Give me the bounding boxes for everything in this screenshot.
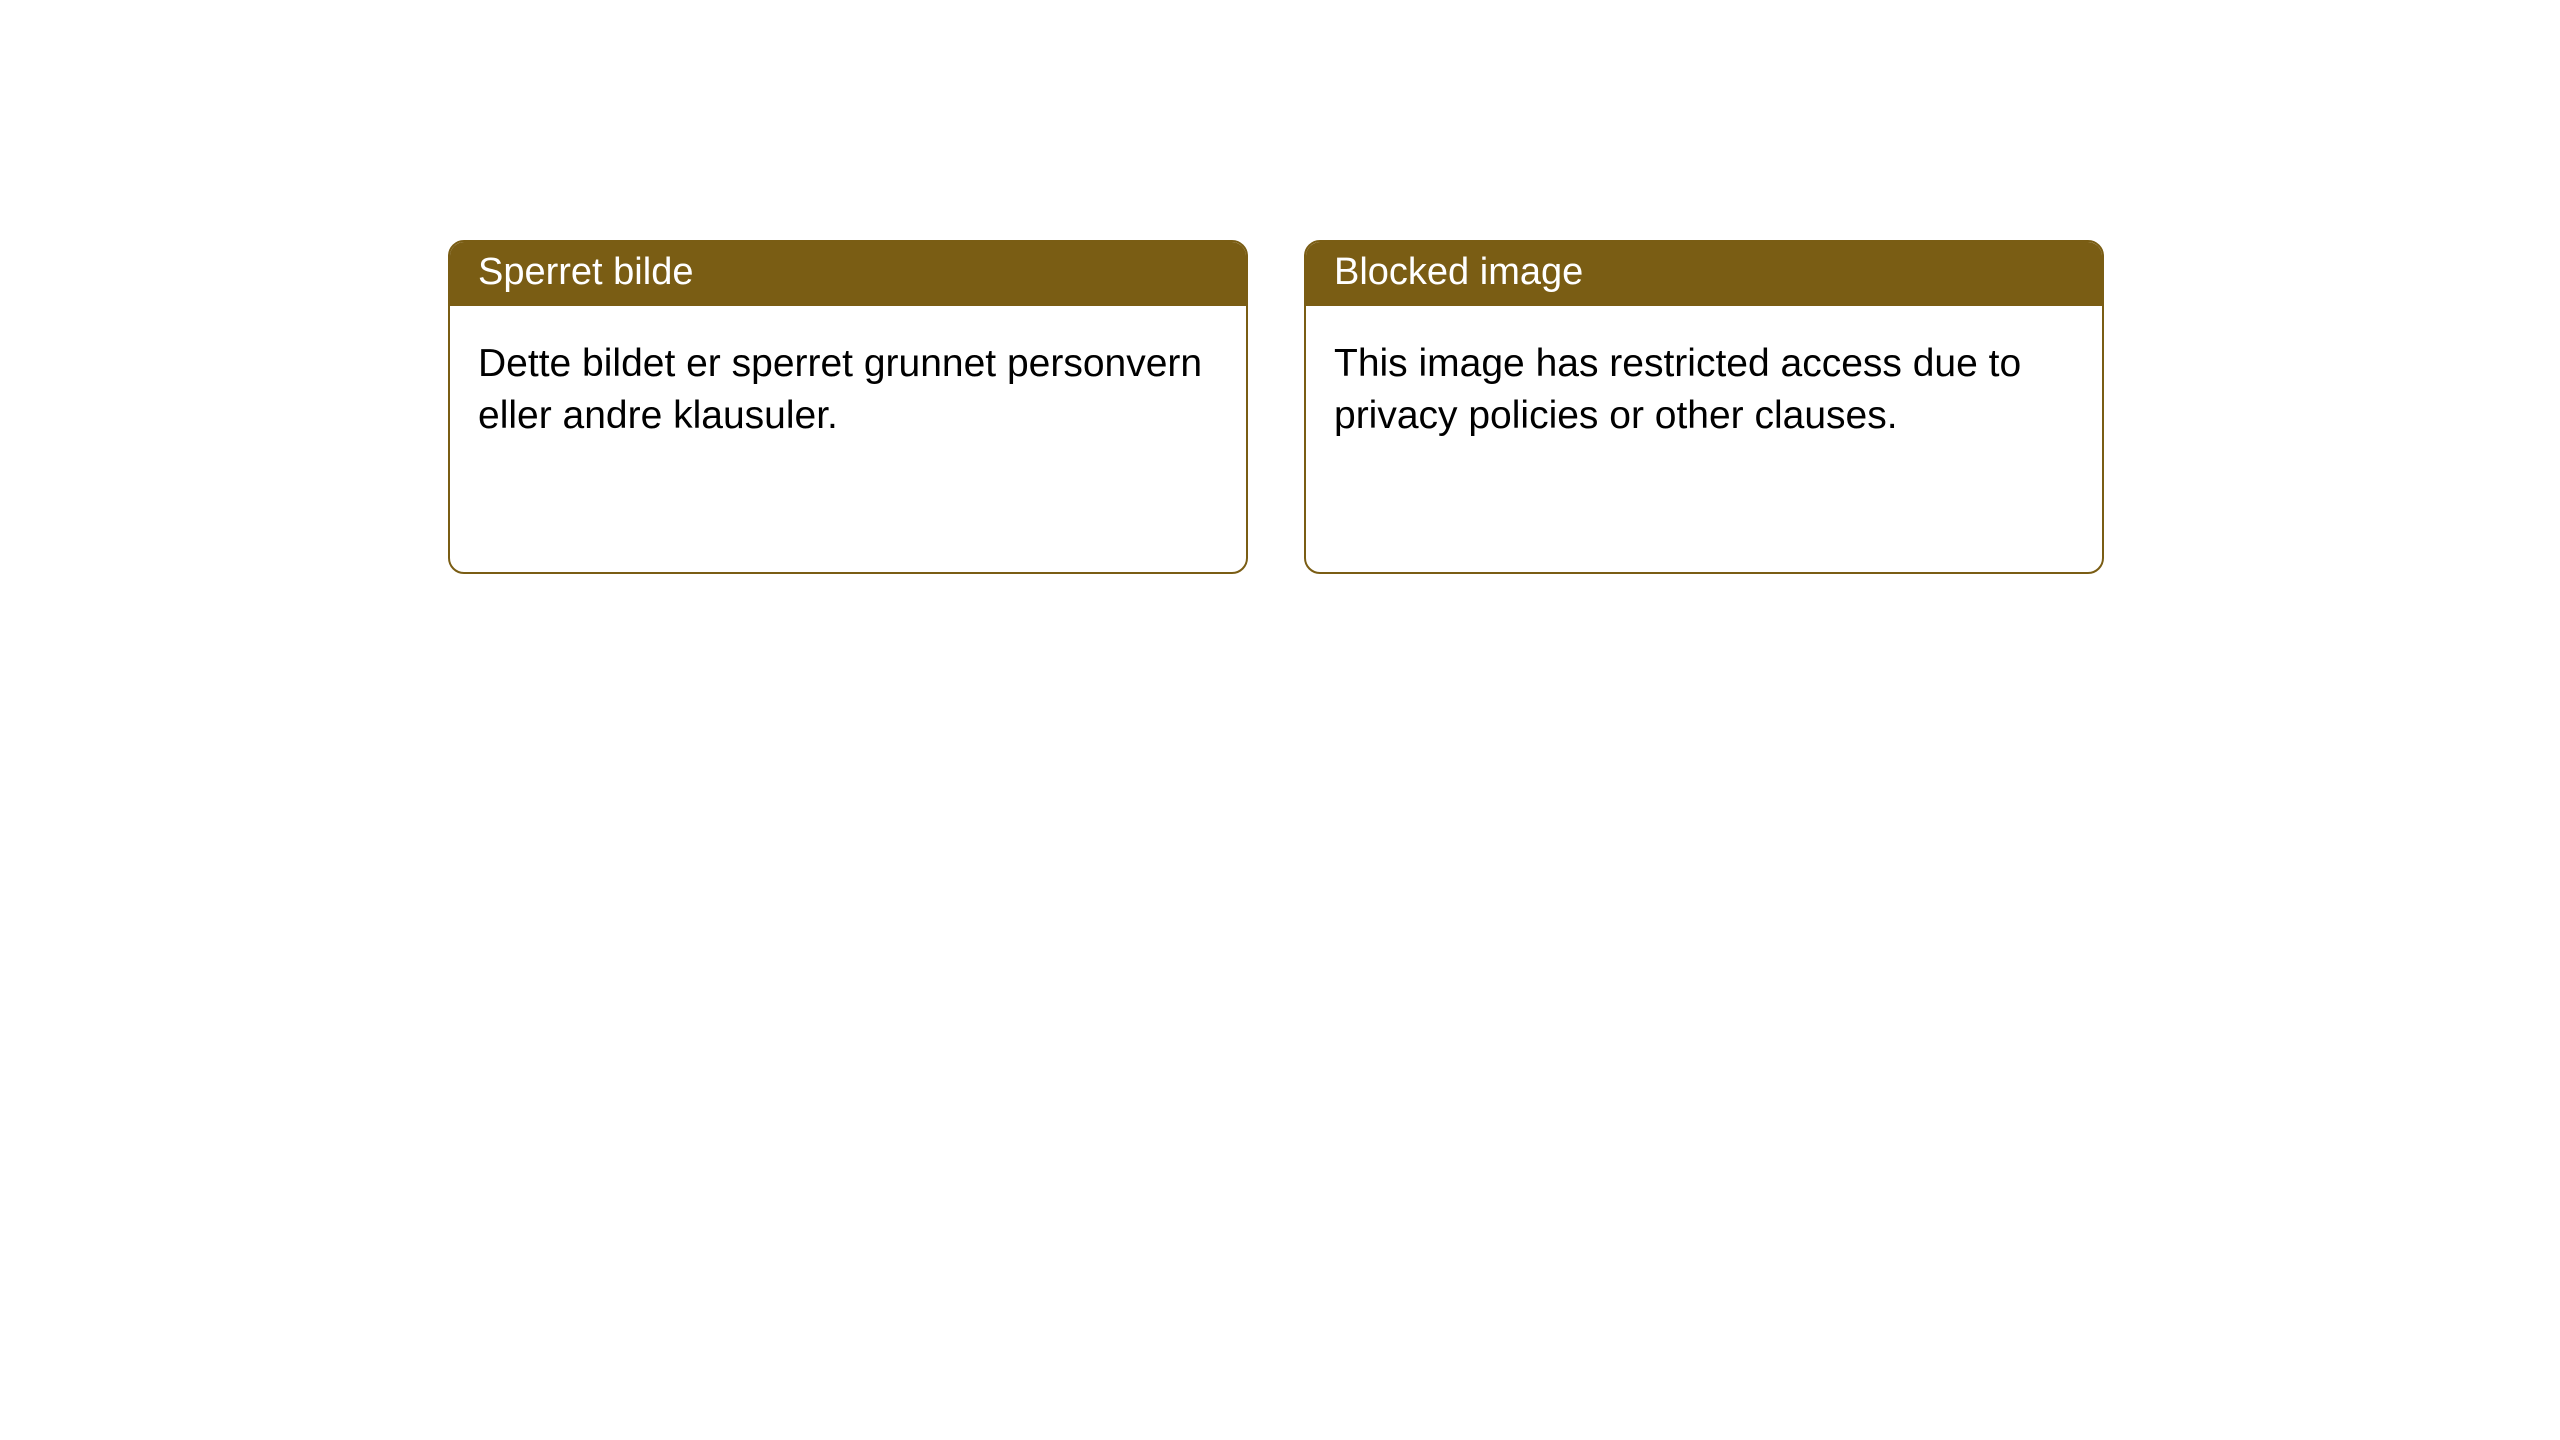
notice-header: Sperret bilde [450,242,1246,306]
notice-body-text: Dette bildet er sperret grunnet personve… [478,342,1202,438]
notice-header: Blocked image [1306,242,2102,306]
notice-title: Sperret bilde [478,251,693,293]
notice-title: Blocked image [1334,251,1583,293]
notice-box-english: Blocked image This image has restricted … [1304,240,2104,574]
notice-body-text: This image has restricted access due to … [1334,342,2021,438]
notice-body: Dette bildet er sperret grunnet personve… [450,306,1246,475]
notice-box-norwegian: Sperret bilde Dette bildet er sperret gr… [448,240,1248,574]
notice-body: This image has restricted access due to … [1306,306,2102,475]
notice-container: Sperret bilde Dette bildet er sperret gr… [0,0,2560,574]
